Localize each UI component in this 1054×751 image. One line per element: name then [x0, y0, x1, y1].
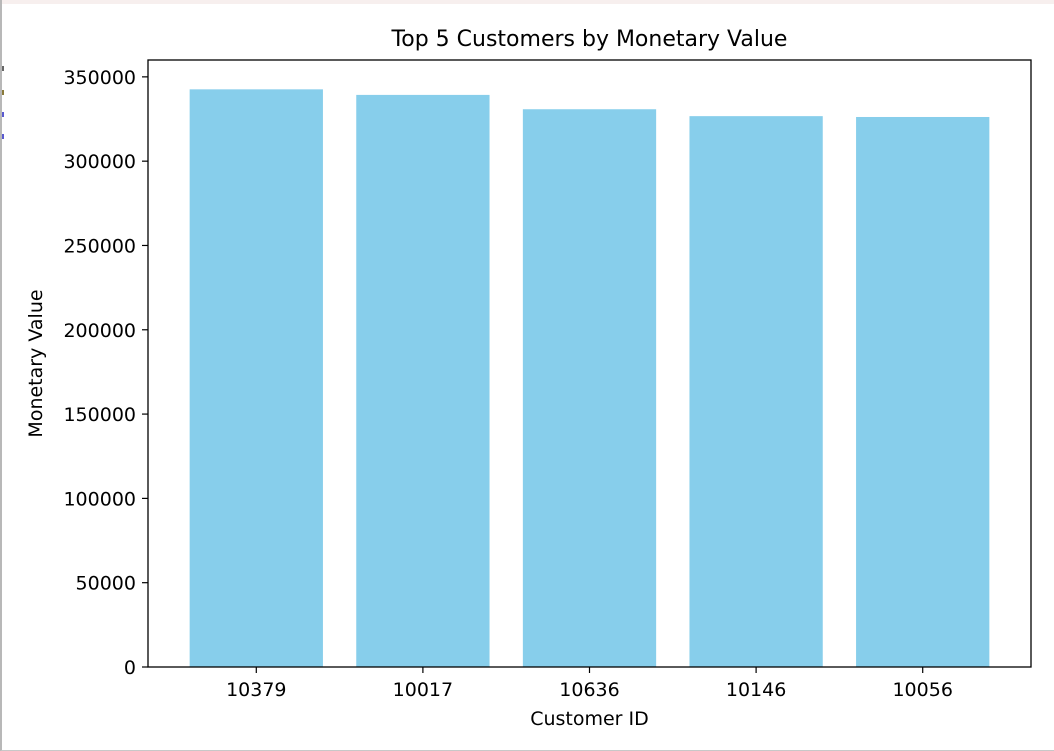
- bars: [189, 89, 990, 668]
- y-tick-label: 200000: [63, 320, 136, 342]
- chart-title: Top 5 Customers by Monetary Value: [391, 27, 788, 52]
- y-tick-label: 350000: [63, 67, 136, 89]
- bar-10017: [356, 94, 490, 668]
- x-tick-label: 10379: [226, 679, 286, 701]
- x-tick-label: 10017: [393, 679, 453, 701]
- x-axis-label: Customer ID: [530, 708, 649, 730]
- bar-10636: [522, 109, 657, 668]
- y-tick-label: 50000: [76, 573, 136, 595]
- plot-area-frame: [147, 59, 1032, 668]
- y-axis-label: Monetary Value: [25, 289, 47, 437]
- x-axis-ticks: 10379 10017 10636 10146 10056: [226, 667, 953, 701]
- y-axis-ticks: 0 50000 100000 150000 200000 250000 300000 3500…: [63, 67, 148, 679]
- bar-10146: [689, 116, 823, 667]
- x-tick-label: 10056: [892, 679, 952, 701]
- bar-10379: [189, 89, 323, 668]
- bar-10056: [856, 116, 990, 668]
- y-tick-label: 300000: [63, 151, 136, 173]
- y-tick-label: 150000: [63, 404, 136, 426]
- x-tick-label: 10146: [726, 679, 786, 701]
- x-tick-label: 10636: [559, 679, 619, 701]
- y-tick-label: 0: [124, 657, 136, 679]
- y-tick-label: 250000: [63, 235, 136, 257]
- y-tick-label: 100000: [63, 488, 136, 510]
- window-left-edge-marks: [2, 60, 5, 150]
- window-top-strip: [2, 0, 1054, 4]
